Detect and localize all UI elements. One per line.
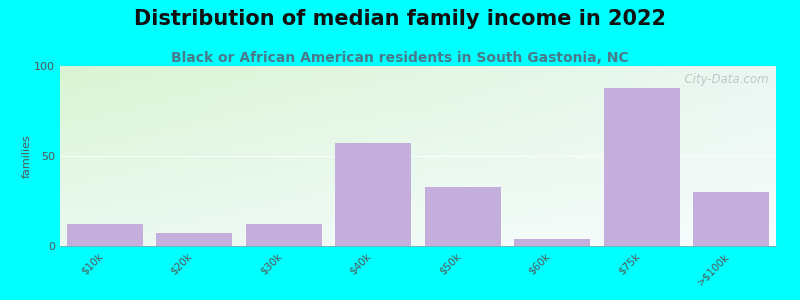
Text: Black or African American residents in South Gastonia, NC: Black or African American residents in S… <box>171 51 629 65</box>
Bar <box>66 224 142 246</box>
Text: City-Data.com: City-Data.com <box>678 73 769 86</box>
Bar <box>425 187 501 246</box>
Bar <box>335 143 411 246</box>
Bar <box>604 88 680 246</box>
Bar <box>694 192 770 246</box>
Text: Distribution of median family income in 2022: Distribution of median family income in … <box>134 9 666 29</box>
Bar <box>156 233 232 246</box>
Bar <box>246 224 322 246</box>
Y-axis label: families: families <box>22 134 31 178</box>
Bar <box>514 239 590 246</box>
